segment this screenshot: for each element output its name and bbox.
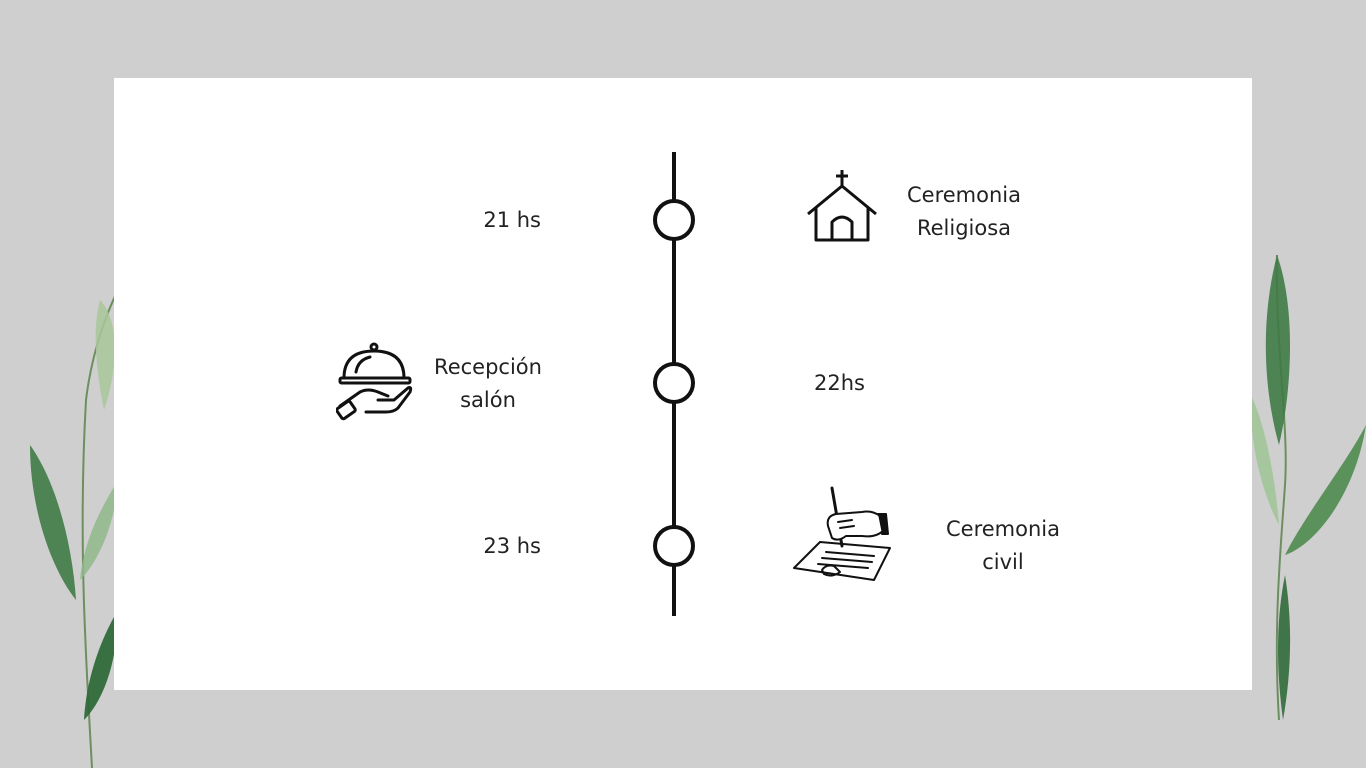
- timeline-node: [653, 199, 695, 241]
- timeline-graphic: [653, 152, 695, 616]
- right-leaves-decoration: [1250, 254, 1366, 721]
- event-label: Ceremonia Religiosa: [907, 183, 1021, 240]
- left-leaves-decoration: [30, 289, 119, 768]
- signing-document-icon: [793, 486, 891, 581]
- timeline-node: [653, 525, 695, 567]
- timeline-card: 21 hs Ceremonia Religiosa Recepción saló…: [114, 78, 1252, 690]
- church-icon: [807, 170, 877, 242]
- event-time: 23 hs: [483, 534, 541, 558]
- event-label: Ceremonia civil: [946, 517, 1060, 574]
- event-time: 21 hs: [483, 208, 541, 232]
- event-time: 22hs: [814, 371, 865, 395]
- event-label: Recepción salón: [434, 355, 542, 412]
- serving-tray-icon: [336, 342, 413, 421]
- timeline-node: [653, 362, 695, 404]
